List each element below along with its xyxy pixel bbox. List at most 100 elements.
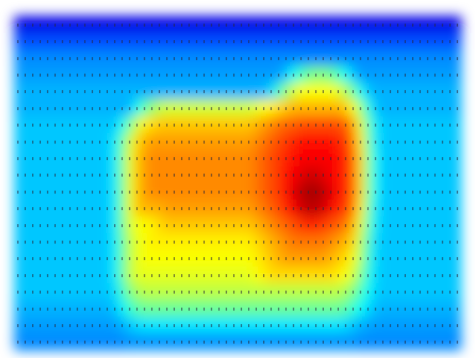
heatmap-cell bbox=[274, 149, 283, 167]
heatmap-cell bbox=[379, 233, 388, 251]
heatmap-cell-glyph: ▮ bbox=[307, 156, 310, 162]
heatmap-cell bbox=[192, 266, 201, 284]
heatmap-cell-glyph: ▮ bbox=[262, 340, 265, 346]
heatmap-cell-glyph: ▮ bbox=[419, 189, 422, 195]
heatmap-cell-glyph: ▮ bbox=[98, 39, 101, 45]
heatmap-cell bbox=[148, 132, 157, 151]
heatmap-cell bbox=[237, 82, 246, 101]
heatmap-cell-glyph: ▮ bbox=[284, 306, 287, 312]
heatmap-cell-glyph: ▮ bbox=[83, 123, 86, 129]
heatmap-cell-glyph: ▮ bbox=[46, 290, 49, 296]
heatmap-cell bbox=[155, 166, 164, 184]
heatmap-cell bbox=[408, 166, 417, 184]
heatmap-cell bbox=[237, 32, 246, 50]
heatmap-cell bbox=[401, 299, 410, 318]
heatmap-cell bbox=[51, 16, 60, 34]
heatmap-cell bbox=[66, 283, 75, 301]
heatmap-cell bbox=[446, 16, 455, 34]
heatmap-cell-glyph: ▮ bbox=[83, 206, 86, 212]
heatmap-cell-glyph: ▮ bbox=[404, 106, 407, 112]
heatmap-cell bbox=[244, 132, 253, 151]
heatmap-cell-glyph: ▮ bbox=[411, 139, 414, 145]
heatmap-cell-glyph: ▮ bbox=[426, 56, 429, 62]
heatmap-cell bbox=[423, 66, 432, 84]
heatmap-cell bbox=[51, 132, 60, 151]
heatmap-cell bbox=[334, 266, 343, 284]
heatmap-cell bbox=[43, 66, 52, 84]
heatmap-cell bbox=[326, 49, 335, 67]
heatmap-cell-glyph: ▮ bbox=[419, 106, 422, 112]
heatmap-cell-glyph: ▮ bbox=[322, 123, 325, 129]
heatmap-cell bbox=[200, 132, 209, 151]
heatmap-cell bbox=[304, 199, 313, 217]
heatmap-cell-glyph: ▮ bbox=[299, 189, 302, 195]
heatmap-cell bbox=[230, 116, 239, 134]
heatmap-cell-glyph: ▮ bbox=[344, 223, 347, 229]
heatmap-cell bbox=[36, 183, 45, 201]
heatmap-cell bbox=[341, 32, 350, 50]
heatmap-cell bbox=[36, 99, 45, 117]
heatmap-cell-glyph: ▮ bbox=[448, 139, 451, 145]
heatmap-cell bbox=[282, 216, 291, 234]
heatmap-cell-glyph: ▮ bbox=[381, 72, 384, 78]
heatmap-cell-glyph: ▮ bbox=[381, 22, 384, 28]
heatmap-cell bbox=[58, 316, 67, 334]
heatmap-cell bbox=[379, 99, 388, 117]
heatmap-cell bbox=[401, 99, 410, 117]
heatmap-cell bbox=[155, 299, 164, 318]
heatmap-cell-glyph: ▮ bbox=[113, 189, 116, 195]
heatmap-cell bbox=[170, 316, 179, 334]
heatmap-cell bbox=[36, 82, 45, 101]
heatmap-cell-glyph: ▮ bbox=[404, 89, 407, 95]
heatmap-cell-glyph: ▮ bbox=[53, 123, 56, 129]
heatmap-cell-glyph: ▮ bbox=[456, 323, 459, 329]
heatmap-cell-glyph: ▮ bbox=[76, 256, 79, 262]
heatmap-cell bbox=[215, 316, 224, 334]
heatmap-cell bbox=[326, 216, 335, 234]
heatmap-cell-glyph: ▮ bbox=[61, 56, 64, 62]
heatmap-cell-glyph: ▮ bbox=[337, 189, 340, 195]
heatmap-cell bbox=[393, 199, 402, 217]
heatmap-cell bbox=[148, 199, 157, 217]
heatmap-cell bbox=[341, 316, 350, 334]
heatmap-cell bbox=[185, 199, 194, 217]
heatmap-cell bbox=[297, 132, 306, 151]
heatmap-cell-glyph: ▮ bbox=[98, 189, 101, 195]
heatmap-cell-glyph: ▮ bbox=[307, 323, 310, 329]
heatmap-cell bbox=[200, 266, 209, 284]
heatmap-cell-glyph: ▮ bbox=[292, 56, 295, 62]
heatmap-cell bbox=[379, 333, 388, 351]
heatmap-cell bbox=[207, 199, 216, 217]
heatmap-cell-glyph: ▮ bbox=[165, 273, 168, 279]
heatmap-cell bbox=[289, 249, 298, 268]
heatmap-cell-glyph: ▮ bbox=[314, 273, 317, 279]
heatmap-cell-glyph: ▮ bbox=[143, 273, 146, 279]
heatmap-cell bbox=[163, 183, 172, 201]
heatmap-cell bbox=[297, 32, 306, 50]
heatmap-cell-glyph: ▮ bbox=[322, 106, 325, 112]
heatmap-cell-glyph: ▮ bbox=[91, 223, 94, 229]
heatmap-cell bbox=[438, 333, 447, 351]
heatmap-cell bbox=[423, 333, 432, 351]
heatmap-cell bbox=[386, 283, 395, 301]
heatmap-cell-glyph: ▮ bbox=[433, 206, 436, 212]
heatmap-cell bbox=[58, 266, 67, 284]
heatmap-cell-glyph: ▮ bbox=[121, 340, 124, 346]
heatmap-cell bbox=[200, 233, 209, 251]
heatmap-cell-glyph: ▮ bbox=[113, 106, 116, 112]
heatmap-cell-glyph: ▮ bbox=[381, 290, 384, 296]
heatmap-cell-glyph: ▮ bbox=[53, 323, 56, 329]
heatmap-cell bbox=[416, 16, 425, 34]
heatmap-cell bbox=[222, 183, 231, 201]
heatmap-cell bbox=[416, 32, 425, 50]
heatmap-cell-glyph: ▮ bbox=[150, 206, 153, 212]
heatmap-cell bbox=[148, 66, 157, 84]
heatmap-cell bbox=[118, 333, 127, 351]
heatmap-cell bbox=[177, 233, 186, 251]
heatmap-cell-glyph: ▮ bbox=[180, 239, 183, 245]
heatmap-cell-glyph: ▮ bbox=[329, 323, 332, 329]
heatmap-cell bbox=[386, 233, 395, 251]
heatmap-cell bbox=[28, 16, 37, 34]
heatmap-cell-glyph: ▮ bbox=[232, 56, 235, 62]
heatmap-cell bbox=[14, 132, 23, 151]
